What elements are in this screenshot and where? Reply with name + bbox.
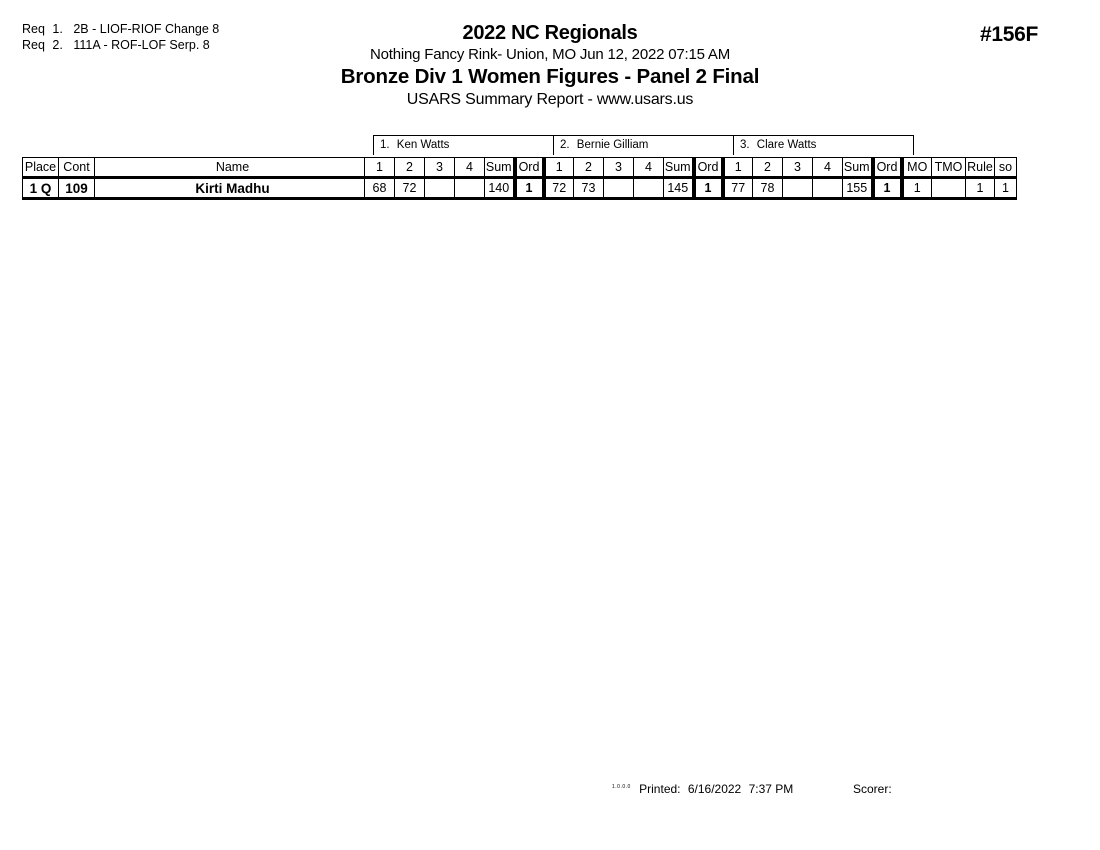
requirement-line: Req 2. 111A - ROF-LOF Serp. 8 — [22, 37, 219, 53]
requirement-text: 111A - ROF-LOF Serp. 8 — [73, 38, 210, 52]
cell-skater-name: Kirti Madhu — [94, 176, 365, 200]
table-row: 1 Q 109 Kirti Madhu 68 72 140 1 72 73 14… — [22, 176, 1017, 200]
version-mark: 1.0.0.0 — [612, 784, 631, 790]
judge-name: Ken Watts — [396, 139, 450, 151]
column-header-place: Place — [22, 157, 59, 178]
column-header-j2-score1: 1 — [543, 157, 574, 178]
printed-label: Printed: — [639, 782, 681, 796]
scorer-label: Scorer: — [853, 782, 892, 796]
judge-number: 2. — [560, 139, 570, 151]
cell-j1-ord: 1 — [512, 176, 546, 200]
column-header-j1-sum: Sum — [484, 157, 515, 178]
requirement-number: 2. — [52, 38, 63, 52]
cell-j2-sum: 145 — [663, 176, 694, 200]
event-number: #156F — [979, 23, 1038, 46]
cell-j3-score4 — [812, 176, 843, 200]
column-header-mo: MO — [901, 157, 932, 178]
column-header-j3-score2: 2 — [752, 157, 783, 178]
event-title: Bronze Div 1 Women Figures - Panel 2 Fin… — [340, 65, 760, 88]
judge-number: 1. — [380, 139, 390, 151]
cell-j2-score3 — [603, 176, 634, 200]
judge-name: Clare Watts — [756, 139, 817, 151]
cell-j3-score1: 77 — [722, 176, 753, 200]
column-header-j2-score4: 4 — [633, 157, 664, 178]
judge-header-1: 1. Ken Watts — [374, 136, 554, 155]
column-header-name: Name — [94, 157, 365, 178]
cell-tmo — [931, 176, 966, 200]
requirement-text: 2B - LIOF-RIOF Change 8 — [73, 22, 220, 36]
column-header-j1-score3: 3 — [424, 157, 455, 178]
column-header-j2-ord: Ord — [691, 157, 725, 178]
column-header-so: so — [994, 157, 1017, 178]
column-header-j2-score2: 2 — [573, 157, 604, 178]
column-header-j1-score4: 4 — [454, 157, 485, 178]
column-header-j1-score2: 2 — [394, 157, 425, 178]
requirement-label: Req — [22, 22, 45, 36]
results-table: Place Cont Name 1 2 3 4 Sum Ord 1 2 3 4 … — [22, 157, 1017, 200]
column-header-j1-ord: Ord — [512, 157, 546, 178]
judge-header-3: 3. Clare Watts — [734, 136, 914, 155]
cell-rule: 1 — [965, 176, 995, 200]
column-header-j3-score3: 3 — [782, 157, 813, 178]
judge-header-2: 2. Bernie Gilliam — [554, 136, 734, 155]
organization-line: USARS Summary Report - www.usars.us — [406, 91, 694, 108]
cell-j1-score3 — [424, 176, 455, 200]
cell-j2-score4 — [633, 176, 664, 200]
judge-name: Bernie Gilliam — [576, 139, 649, 151]
cell-j2-score1: 72 — [543, 176, 574, 200]
column-header-rule: Rule — [965, 157, 995, 178]
cell-place: 1 Q — [22, 176, 59, 200]
column-header-j2-score3: 3 — [603, 157, 634, 178]
printed-time: 7:37 PM — [748, 782, 794, 796]
cell-j1-score1: 68 — [364, 176, 395, 200]
cell-j1-score2: 72 — [394, 176, 425, 200]
venue-datetime-line: Nothing Fancy Rink- Union, MO Jun 12, 20… — [370, 46, 730, 63]
requirements-block: Req 1. 2B - LIOF-RIOF Change 8 Req 2. 11… — [22, 21, 219, 53]
cell-j3-score2: 78 — [752, 176, 783, 200]
requirement-number: 1. — [52, 22, 63, 36]
requirement-label: Req — [22, 38, 45, 52]
cell-j2-score2: 73 — [573, 176, 604, 200]
cell-j3-sum: 155 — [842, 176, 873, 200]
column-header-j3-score4: 4 — [812, 157, 843, 178]
judge-number: 3. — [740, 139, 750, 151]
column-header-j1-score1: 1 — [364, 157, 395, 178]
printed-date: 6/16/2022 — [687, 782, 742, 796]
cell-j1-score4 — [454, 176, 485, 200]
printed-info: 1.0.0.0 Printed: 6/16/2022 7:37 PM — [612, 782, 793, 796]
cell-j3-ord: 1 — [870, 176, 904, 200]
column-header-cont: Cont — [58, 157, 95, 178]
column-header-j3-sum: Sum — [842, 157, 873, 178]
cell-cont: 109 — [58, 176, 95, 200]
cell-j2-ord: 1 — [691, 176, 725, 200]
cell-so: 1 — [994, 176, 1017, 200]
column-header-j3-score1: 1 — [722, 157, 753, 178]
report-header: 2022 NC Regionals Nothing Fancy Rink- Un… — [0, 22, 1100, 110]
column-header-j2-sum: Sum — [663, 157, 694, 178]
table-header-row: Place Cont Name 1 2 3 4 Sum Ord 1 2 3 4 … — [22, 157, 1017, 178]
judges-band: 1. Ken Watts 2. Bernie Gilliam 3. Clare … — [373, 135, 914, 155]
competition-title: 2022 NC Regionals — [462, 22, 638, 44]
cell-j3-score3 — [782, 176, 813, 200]
column-header-tmo: TMO — [931, 157, 966, 178]
column-header-j3-ord: Ord — [870, 157, 904, 178]
cell-mo: 1 — [901, 176, 932, 200]
requirement-line: Req 1. 2B - LIOF-RIOF Change 8 — [22, 21, 219, 37]
cell-j1-sum: 140 — [484, 176, 515, 200]
